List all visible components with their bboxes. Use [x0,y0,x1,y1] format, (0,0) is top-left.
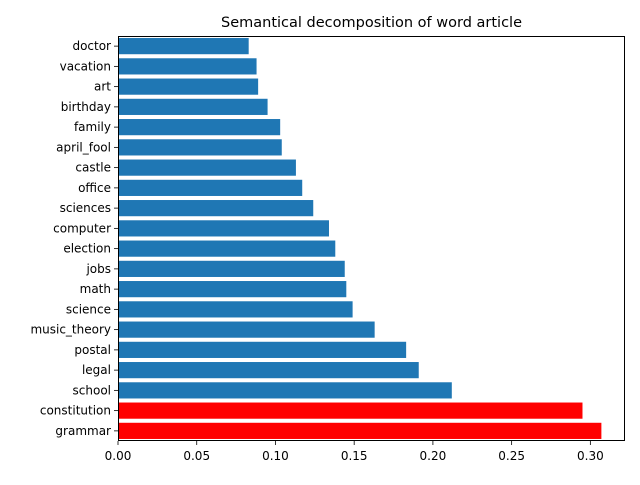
bar-postal [118,341,407,358]
y-tick-label: math [80,282,111,296]
bar-math [118,281,347,298]
y-tick-label: april_fool [56,140,111,154]
x-tick-label: 0.10 [262,449,289,463]
x-tick-label: 0.00 [105,449,132,463]
y-tick-label: castle [75,161,111,175]
y-tick-label: family [74,120,111,134]
y-tick-label: election [63,242,111,256]
bar-birthday [118,98,268,115]
y-tick-label: grammar [55,424,111,438]
y-axis-ticks: grammar constitution school legal postal musi… [30,39,118,438]
bars-group [118,38,602,439]
y-tick-label: birthday [61,100,111,114]
bar-legal [118,362,419,379]
chart-title: Semantical decomposition of word article [221,15,522,31]
y-tick-label: constitution [40,404,111,418]
y-tick-label: doctor [72,39,111,53]
y-tick-label: computer [53,221,111,235]
y-tick-label: sciences [60,201,111,215]
bar-jobs [118,260,345,277]
bar-grammar [118,422,602,439]
bar-sciences [118,200,314,217]
bar-science [118,301,353,318]
y-tick-label: postal [74,343,111,357]
y-tick-label: art [94,80,111,94]
y-tick-label: jobs [85,262,111,276]
y-tick-label: school [73,383,111,397]
y-tick-label: vacation [60,59,111,73]
bar-doctor [118,38,249,55]
bar-april_fool [118,139,282,156]
bar-school [118,382,452,399]
y-tick-label: music_theory [30,323,111,337]
y-tick-label: legal [82,363,111,377]
bar-castle [118,159,296,176]
bar-music_theory [118,321,375,338]
bar-art [118,78,259,95]
x-tick-label: 0.30 [577,449,604,463]
x-tick-label: 0.25 [498,449,525,463]
bar-computer [118,220,329,237]
x-tick-label: 0.15 [341,449,368,463]
x-tick-label: 0.05 [183,449,210,463]
axes-frame [118,36,625,441]
bar-election [118,240,336,257]
x-axis-ticks: 0.00 0.05 0.10 0.15 0.20 0.25 0.30 [105,441,604,463]
bar-office [118,179,303,196]
bar-vacation [118,58,257,75]
x-tick-label: 0.20 [420,449,447,463]
y-tick-label: science [66,302,111,316]
y-tick-label: office [78,181,111,195]
bar-family [118,119,281,136]
bar-constitution [118,402,583,419]
